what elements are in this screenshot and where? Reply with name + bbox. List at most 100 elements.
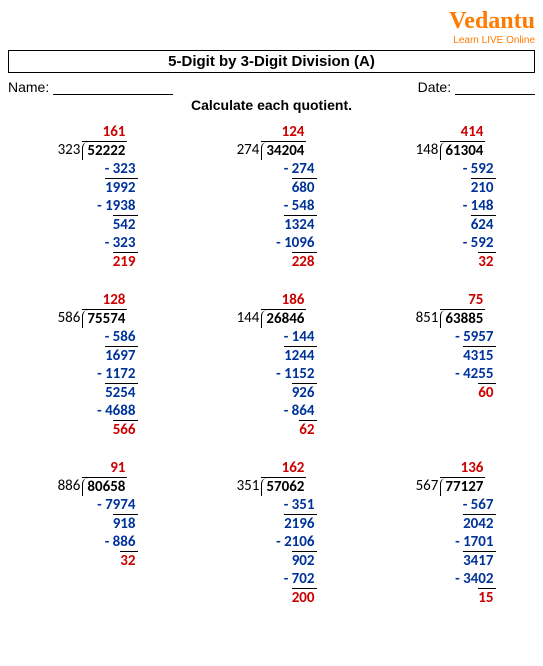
divisor: 886 (58, 477, 83, 496)
name-field: Name: (8, 79, 173, 95)
division-setup: 35116257062 (237, 459, 307, 496)
bringdown-step: 680 (292, 178, 317, 197)
subtract-step: - 323 (105, 234, 138, 252)
quotient: 75 (440, 291, 485, 310)
dividend-column: 7563885 (440, 291, 485, 328)
division-setup: 14841461304 (416, 123, 486, 160)
division-setup: 56713677127 (416, 459, 486, 496)
quotient: 136 (440, 459, 485, 478)
bringdown-step: 918 (113, 514, 138, 533)
dividend: 26846 (261, 310, 306, 328)
dividend: 77127 (440, 478, 485, 496)
subtract-step: - 1152 (276, 365, 316, 383)
work-steps: - 5861697- 11725254- 4688566 (48, 328, 138, 439)
bringdown-step: 542 (113, 215, 138, 234)
dividend: 61304 (440, 142, 485, 160)
header-row: Name: Date: (8, 79, 535, 95)
quotient: 162 (261, 459, 306, 478)
dividend: 34204 (261, 142, 306, 160)
brand-tagline: Learn LIVE Online (8, 35, 535, 46)
division-problem: 56713677127- 5672042- 17013417- 340215 (366, 459, 535, 607)
dividend-column: 9180658 (82, 459, 127, 496)
remainder: 219 (113, 252, 138, 271)
quotient: 414 (440, 123, 485, 142)
remainder: 32 (120, 551, 137, 570)
division-setup: 32316152222 (58, 123, 128, 160)
bringdown-step: 926 (292, 383, 317, 402)
bringdown-step: 1992 (105, 178, 137, 197)
remainder: 32 (478, 252, 495, 271)
remainder: 62 (299, 420, 316, 439)
work-steps: - 3512196- 2106902- 702200 (227, 496, 317, 607)
divisor: 851 (416, 309, 441, 328)
instruction: Calculate each quotient. (8, 97, 535, 113)
dividend: 57062 (261, 478, 306, 496)
subtract-step: - 4255 (455, 365, 495, 383)
name-blank[interactable] (53, 94, 173, 95)
remainder: 60 (478, 383, 495, 402)
bringdown-step: 5254 (105, 383, 137, 402)
quotient: 186 (261, 291, 306, 310)
division-setup: 14418626846 (237, 291, 307, 328)
work-steps: - 274680- 5481324- 1096228 (227, 160, 317, 271)
dividend-column: 41461304 (440, 123, 485, 160)
subtract-step: - 323 (105, 160, 138, 178)
bringdown-step: 1697 (105, 346, 137, 365)
division-problem: 27412434204- 274680- 5481324- 1096228 (187, 123, 356, 271)
date-blank[interactable] (455, 94, 535, 95)
work-steps: - 59574315- 425560 (406, 328, 496, 402)
quotient: 124 (261, 123, 306, 142)
work-steps: - 3231992- 1938542- 323219 (48, 160, 138, 271)
subtract-step: - 274 (284, 160, 317, 178)
division-setup: 58612875574 (58, 291, 128, 328)
work-steps: - 5672042- 17013417- 340215 (406, 496, 496, 607)
date-field: Date: (418, 79, 535, 95)
work-steps: - 592210- 148624- 59232 (406, 160, 496, 271)
bringdown-step: 624 (471, 215, 496, 234)
division-problem: 14418626846- 1441244- 1152926- 86462 (187, 291, 356, 439)
subtract-step: - 148 (463, 197, 496, 215)
subtract-step: - 5957 (455, 328, 495, 346)
quotient: 128 (82, 291, 127, 310)
work-steps: - 1441244- 1152926- 86462 (227, 328, 317, 439)
subtract-step: - 3402 (455, 570, 495, 588)
bringdown-step: 1324 (284, 215, 316, 234)
division-problem: 35116257062- 3512196- 2106902- 702200 (187, 459, 356, 607)
bringdown-step: 902 (292, 551, 317, 570)
subtract-step: - 144 (284, 328, 317, 346)
worksheet-title: 5-Digit by 3-Digit Division (A) (8, 50, 535, 73)
remainder: 228 (292, 252, 317, 271)
subtract-step: - 567 (463, 496, 496, 514)
dividend: 63885 (440, 310, 485, 328)
division-setup: 8517563885 (416, 291, 486, 328)
bringdown-step: 3417 (463, 551, 495, 570)
divisor: 274 (237, 141, 262, 160)
subtract-step: - 864 (284, 402, 317, 420)
quotient: 91 (82, 459, 127, 478)
remainder: 15 (478, 588, 495, 607)
dividend: 75574 (82, 310, 127, 328)
division-problem: 14841461304- 592210- 148624- 59232 (366, 123, 535, 271)
bringdown-step: 1244 (284, 346, 316, 365)
divisor: 351 (237, 477, 262, 496)
problem-grid: 32316152222- 3231992- 1938542- 323219274… (8, 123, 535, 607)
divisor: 148 (416, 141, 441, 160)
dividend: 52222 (82, 142, 127, 160)
dividend-column: 12875574 (82, 291, 127, 328)
subtract-step: - 586 (105, 328, 138, 346)
date-label: Date: (418, 79, 451, 95)
bringdown-step: 2042 (463, 514, 495, 533)
subtract-step: - 4688 (97, 402, 137, 420)
division-setup: 27412434204 (237, 123, 307, 160)
bringdown-step: 4315 (463, 346, 495, 365)
divisor: 144 (237, 309, 262, 328)
division-problem: 8869180658- 7974918- 88632 (8, 459, 177, 607)
quotient: 161 (82, 123, 127, 142)
division-setup: 8869180658 (58, 459, 128, 496)
subtract-step: - 1938 (97, 197, 137, 215)
subtract-step: - 351 (284, 496, 317, 514)
subtract-step: - 592 (463, 160, 496, 178)
dividend-column: 16152222 (82, 123, 127, 160)
division-problem: 58612875574- 5861697- 11725254- 4688566 (8, 291, 177, 439)
division-problem: 32316152222- 3231992- 1938542- 323219 (8, 123, 177, 271)
